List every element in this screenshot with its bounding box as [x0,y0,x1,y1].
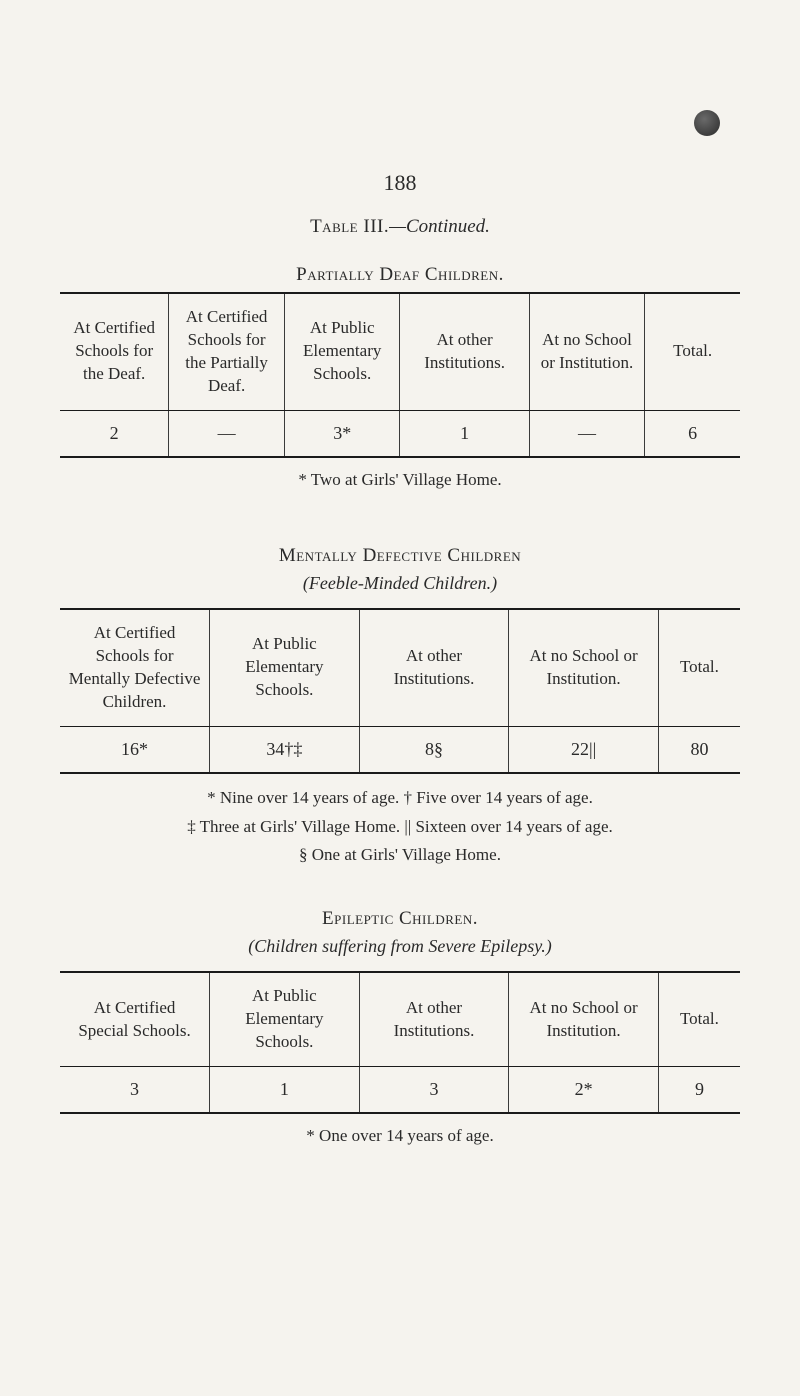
table-header-row: At Certified Schools for the Deaf. At Ce… [60,293,740,410]
cell: 22|| [509,726,659,773]
cell: 6 [645,410,740,457]
cell: 3 [60,1067,210,1114]
cell: — [169,410,285,457]
table-title: Table III.—Continued. [60,216,740,238]
cell: 1 [210,1067,360,1114]
title-smallcaps: Table III. [310,216,389,237]
cell: — [529,410,645,457]
col-header: At no School or Institution. [509,609,659,726]
table1-footnote: * Two at Girls' Village Home. [60,466,740,493]
footnote-line: * Nine over 14 years of age. † Five over… [60,784,740,813]
table1-heading: Partially Deaf Children. [60,264,740,286]
col-header: Total. [658,972,740,1066]
col-header: At no School or Institution. [509,972,659,1066]
table3-footnote: * One over 14 years of age. [60,1122,740,1149]
col-header: At Public Elementary Schools. [210,609,360,726]
cell: 80 [658,726,740,773]
col-header: At Public Elementary Schools. [210,972,360,1066]
cell: 3 [359,1067,509,1114]
col-header: At Certified Schools for the Deaf. [60,293,169,410]
title-italic: —Continued. [389,216,490,237]
table-row: 16* 34†‡ 8§ 22|| 80 [60,726,740,773]
cell: 9 [658,1067,740,1114]
table-header-row: At Certified Schools for Mentally Defect… [60,609,740,726]
col-header: At Certified Schools for Mentally Defect… [60,609,210,726]
corner-mark [694,110,720,136]
col-header: At Public Elementary Schools. [284,293,400,410]
table-row: 3 1 3 2* 9 [60,1067,740,1114]
table3-heading: Epileptic Children. [60,908,740,930]
cell: 3* [284,410,400,457]
col-header: Total. [645,293,740,410]
cell: 8§ [359,726,509,773]
col-header: Total. [658,609,740,726]
footnote-line: ‡ Three at Girls' Village Home. || Sixte… [60,813,740,842]
table-header-row: At Certified Special Schools. At Public … [60,972,740,1066]
cell: 2* [509,1067,659,1114]
table3-subheading: (Children suffering from Severe Epilepsy… [60,936,740,957]
table-row: 2 — 3* 1 — 6 [60,410,740,457]
table-epileptic: At Certified Special Schools. At Public … [60,971,740,1114]
page-number: 188 [60,170,740,196]
col-header: At other Institutions. [359,972,509,1066]
col-header: At other Institutions. [400,293,529,410]
col-header: At no School or Institution. [529,293,645,410]
table-partially-deaf: At Certified Schools for the Deaf. At Ce… [60,292,740,458]
cell: 16* [60,726,210,773]
col-header: At Certified Schools for the Partially D… [169,293,285,410]
col-header: At other Institutions. [359,609,509,726]
table2-heading: Mentally Defective Children [60,545,740,567]
table-mentally-defective: At Certified Schools for Mentally Defect… [60,608,740,774]
table2-footnotes: * Nine over 14 years of age. † Five over… [60,784,740,871]
table2-subheading: (Feeble-Minded Children.) [60,573,740,594]
cell: 1 [400,410,529,457]
col-header: At Certified Special Schools. [60,972,210,1066]
cell: 2 [60,410,169,457]
cell: 34†‡ [210,726,360,773]
footnote-line: § One at Girls' Village Home. [60,841,740,870]
